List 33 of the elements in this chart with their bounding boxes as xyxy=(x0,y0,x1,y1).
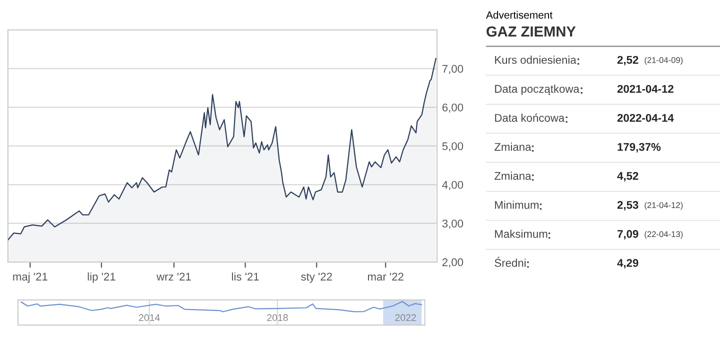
y-tick-label: 6,00 xyxy=(442,104,464,113)
y-tick-label: 7,00 xyxy=(442,64,464,74)
category-label: Data końcowa xyxy=(495,114,565,122)
category-label: Średni xyxy=(494,256,526,267)
category-label: Data początkowa xyxy=(495,84,580,96)
y-tick-label: 4,00 xyxy=(442,180,464,190)
x-tick-label: lip '21 xyxy=(88,272,116,283)
y-tick-label: 5,00 xyxy=(442,142,464,152)
x-tick-label: wrz '21 xyxy=(156,272,191,281)
text: 4,52 xyxy=(617,172,638,182)
category-label: Zmiana xyxy=(494,172,532,180)
x-tick-label: maj '21 xyxy=(13,272,48,283)
x-tick-label: 2022 xyxy=(395,314,416,322)
text: 2,53 (21-04-12) xyxy=(617,200,683,210)
text: 179,37% xyxy=(618,142,661,152)
text: 2021-04-12 xyxy=(617,84,674,93)
category-label: Maksimum xyxy=(495,230,548,238)
text: 4,29 xyxy=(617,259,638,268)
category-label: Kurs odniesienia xyxy=(495,56,576,64)
x-tick-label: 2014 xyxy=(139,314,160,322)
text: 2022-04-14 xyxy=(617,114,674,122)
text: Advertisement xyxy=(486,11,553,19)
y-tick-label: 2,00 xyxy=(442,258,464,268)
text: 2,52 (21-04-09) xyxy=(617,56,683,66)
text: 7,09 (22-04-13) xyxy=(618,230,683,240)
y-tick-label: 3,00 xyxy=(442,220,464,229)
x-tick-label: sty '22 xyxy=(301,272,332,283)
x-tick-label: lis '21 xyxy=(232,272,259,281)
category-label: Minimum xyxy=(495,200,539,209)
x-tick-label: 2018 xyxy=(267,314,288,322)
text: GAZ ZIEMNY xyxy=(486,26,576,37)
category-label: Zmiana xyxy=(494,142,532,151)
x-tick-label: mar '22 xyxy=(368,272,404,281)
